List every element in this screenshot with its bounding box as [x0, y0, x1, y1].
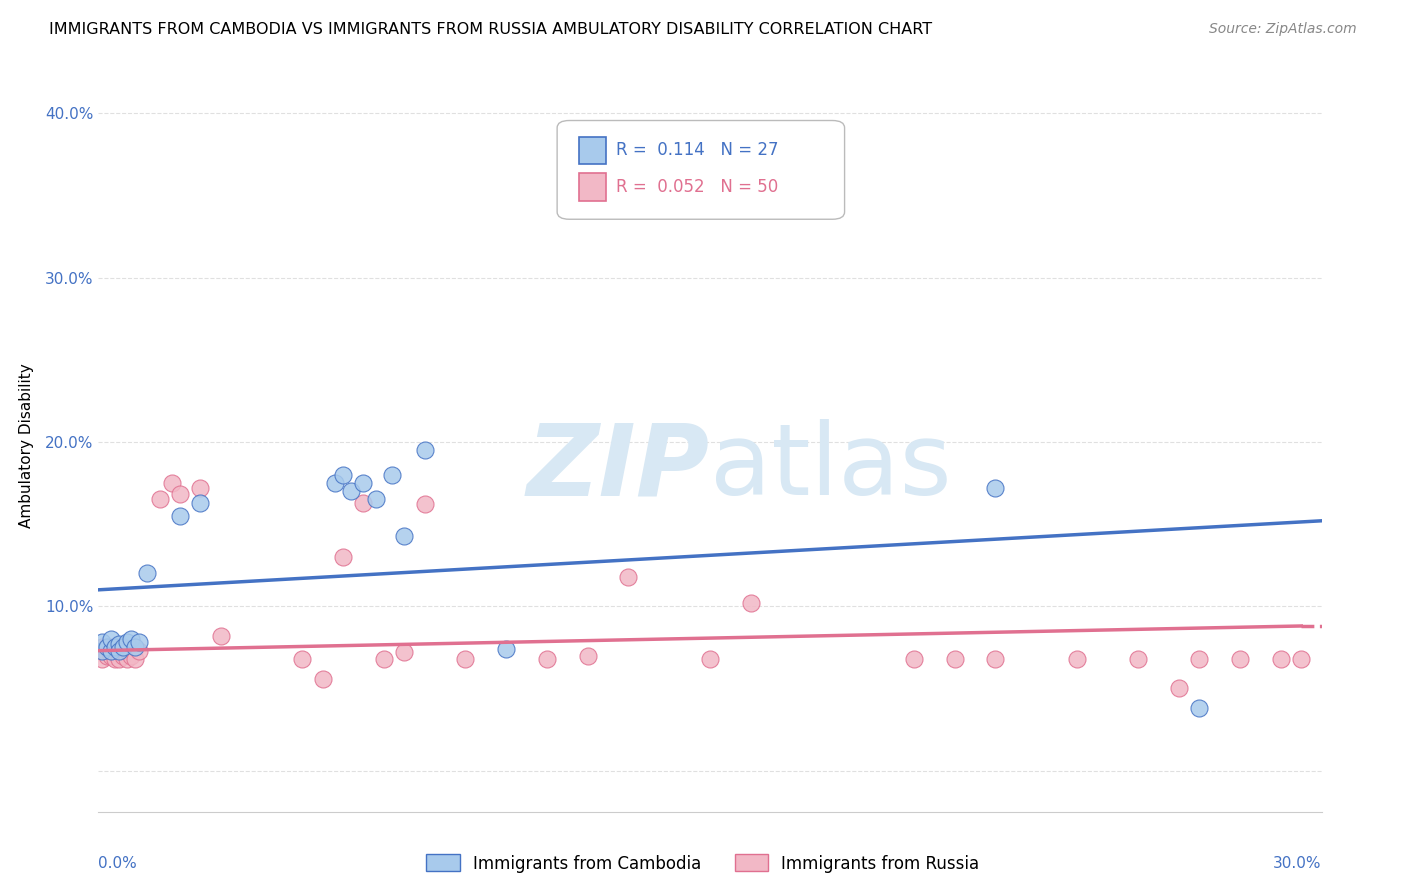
Legend: Immigrants from Cambodia, Immigrants from Russia: Immigrants from Cambodia, Immigrants fro… [420, 847, 986, 880]
Point [740, 596, 762, 610]
Point [149, 492, 172, 507]
Point [111, 648, 134, 663]
Point [120, 632, 142, 647]
Point [91, 643, 114, 657]
Point [100, 640, 122, 655]
Point [381, 467, 404, 482]
Point [111, 643, 134, 657]
Point [1066, 652, 1088, 666]
Point [115, 652, 138, 666]
Point [291, 652, 314, 666]
Point [111, 640, 134, 655]
Point [91, 640, 114, 655]
Point [352, 475, 374, 490]
Point [124, 652, 146, 666]
Y-axis label: Ambulatory Disability: Ambulatory Disability [18, 364, 34, 528]
FancyBboxPatch shape [579, 136, 606, 164]
Text: ZIP: ZIP [527, 419, 710, 516]
Point [312, 672, 335, 686]
Point [108, 643, 131, 657]
Point [323, 475, 346, 490]
Text: R =  0.052   N = 50: R = 0.052 N = 50 [616, 178, 778, 196]
Point [1128, 652, 1150, 666]
Point [100, 632, 122, 647]
Point [169, 508, 191, 523]
Point [188, 481, 212, 495]
Point [209, 629, 232, 643]
Point [100, 643, 122, 657]
Text: R =  0.114   N = 27: R = 0.114 N = 27 [616, 142, 779, 160]
Text: atlas: atlas [710, 419, 952, 516]
Point [104, 640, 127, 655]
Point [136, 566, 159, 581]
Point [96, 640, 118, 655]
Point [108, 652, 131, 666]
Point [1270, 652, 1292, 666]
Point [124, 640, 146, 655]
Point [108, 643, 131, 657]
Point [96, 645, 118, 659]
Point [128, 643, 150, 657]
Point [699, 652, 721, 666]
Point [984, 481, 1007, 495]
Point [332, 467, 354, 482]
Point [104, 640, 127, 655]
Point [188, 496, 212, 510]
Point [1291, 652, 1313, 666]
Point [91, 652, 114, 666]
Point [96, 648, 118, 663]
Point [392, 645, 416, 659]
Point [617, 569, 640, 583]
Text: 0.0%: 0.0% [98, 855, 138, 871]
FancyBboxPatch shape [557, 120, 845, 219]
Point [100, 643, 122, 657]
Point [1229, 652, 1251, 666]
Point [100, 648, 122, 663]
Point [373, 652, 395, 666]
Point [128, 635, 150, 649]
Point [340, 484, 363, 499]
FancyBboxPatch shape [579, 173, 606, 201]
Point [104, 652, 127, 666]
Point [96, 640, 118, 655]
Point [1188, 701, 1211, 715]
Text: Source: ZipAtlas.com: Source: ZipAtlas.com [1209, 22, 1357, 37]
Point [576, 648, 599, 663]
Point [413, 497, 436, 511]
Point [495, 642, 517, 657]
Point [91, 635, 114, 649]
Point [115, 635, 138, 649]
Point [120, 648, 142, 663]
Point [91, 643, 114, 657]
Point [352, 496, 374, 510]
Point [903, 652, 925, 666]
Point [454, 652, 477, 666]
Point [108, 640, 131, 655]
Point [115, 643, 138, 657]
Point [984, 652, 1007, 666]
Point [413, 443, 436, 458]
Point [332, 549, 354, 564]
Point [104, 645, 127, 659]
Point [169, 487, 191, 501]
Text: 30.0%: 30.0% [1274, 855, 1322, 871]
Point [1167, 681, 1189, 696]
Point [392, 528, 416, 542]
Point [536, 652, 558, 666]
Point [1188, 652, 1211, 666]
Point [364, 492, 387, 507]
Point [108, 637, 131, 651]
Point [943, 652, 966, 666]
Text: IMMIGRANTS FROM CAMBODIA VS IMMIGRANTS FROM RUSSIA AMBULATORY DISABILITY CORRELA: IMMIGRANTS FROM CAMBODIA VS IMMIGRANTS F… [49, 22, 932, 37]
Point [160, 475, 183, 490]
